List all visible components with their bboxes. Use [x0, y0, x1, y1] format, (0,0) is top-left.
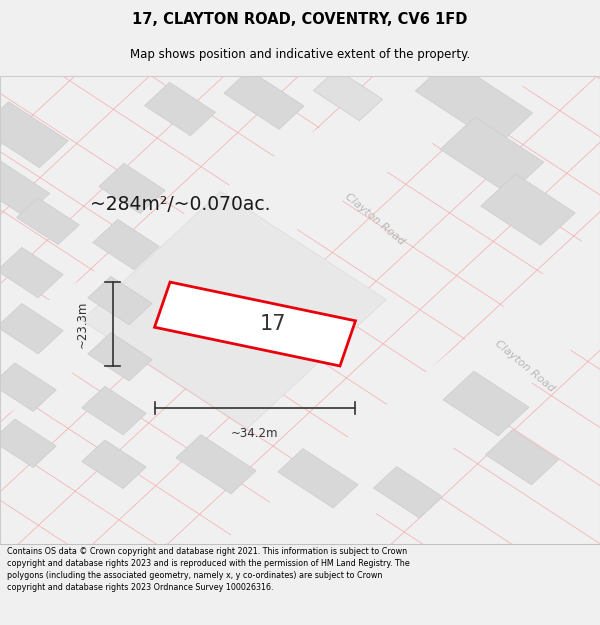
- Text: Map shows position and indicative extent of the property.: Map shows position and indicative extent…: [130, 48, 470, 61]
- Polygon shape: [88, 276, 152, 325]
- Polygon shape: [0, 102, 68, 168]
- Polygon shape: [481, 174, 575, 245]
- Polygon shape: [0, 304, 63, 354]
- Polygon shape: [176, 434, 256, 494]
- Polygon shape: [0, 160, 50, 217]
- Polygon shape: [0, 0, 600, 421]
- Polygon shape: [88, 332, 152, 381]
- Polygon shape: [373, 466, 443, 518]
- Polygon shape: [0, 419, 56, 468]
- Polygon shape: [17, 198, 79, 244]
- Text: ~284m²/~0.070ac.: ~284m²/~0.070ac.: [90, 195, 270, 214]
- Text: ~23.3m: ~23.3m: [76, 301, 89, 348]
- Polygon shape: [99, 163, 165, 214]
- Text: Clayton Road: Clayton Road: [343, 191, 407, 247]
- Polygon shape: [82, 191, 386, 429]
- Text: ~34.2m: ~34.2m: [231, 428, 279, 440]
- Polygon shape: [224, 70, 304, 129]
- Polygon shape: [82, 386, 146, 435]
- Polygon shape: [485, 430, 559, 485]
- Polygon shape: [313, 69, 383, 121]
- Text: Contains OS data © Crown copyright and database right 2021. This information is : Contains OS data © Crown copyright and d…: [7, 547, 410, 592]
- Polygon shape: [155, 282, 355, 366]
- Polygon shape: [82, 440, 146, 489]
- Polygon shape: [0, 248, 63, 298]
- Polygon shape: [440, 117, 544, 194]
- Polygon shape: [278, 449, 358, 508]
- Polygon shape: [93, 219, 159, 270]
- Polygon shape: [415, 59, 533, 145]
- Polygon shape: [220, 202, 600, 590]
- Text: 17: 17: [260, 314, 286, 334]
- Text: Clayton Road: Clayton Road: [493, 338, 557, 394]
- Polygon shape: [0, 363, 56, 411]
- Text: 17, CLAYTON ROAD, COVENTRY, CV6 1FD: 17, CLAYTON ROAD, COVENTRY, CV6 1FD: [133, 11, 467, 26]
- Polygon shape: [443, 371, 529, 436]
- Polygon shape: [145, 82, 215, 136]
